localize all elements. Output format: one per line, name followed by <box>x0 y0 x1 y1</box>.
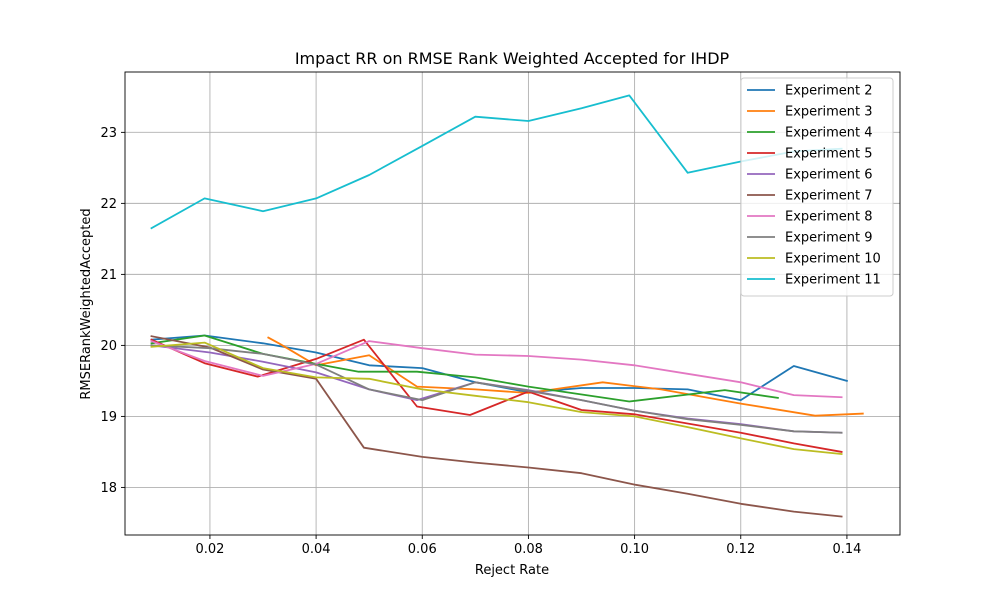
x-tick-label: 0.08 <box>514 542 543 557</box>
legend: Experiment 2 Experiment 3 Experiment 4 Expe… <box>740 77 894 297</box>
y-tick-label: 22 <box>100 197 117 212</box>
legend-label-experiment-8: Experiment 8 <box>785 210 873 225</box>
x-tick-label: 0.02 <box>195 542 224 557</box>
chart-title: Impact RR on RMSE Rank Weighted Accepted… <box>295 49 730 68</box>
series-line-experiment-10 <box>150 341 843 455</box>
y-tick-label: 19 <box>100 410 117 425</box>
legend-label-experiment-5: Experiment 5 <box>785 147 873 162</box>
series-line-experiment-11 <box>150 94 843 230</box>
series-line-experiment-4 <box>150 334 779 403</box>
plot-frame <box>124 71 901 536</box>
series-line-experiment-9 <box>150 344 843 434</box>
x-tick-label: 0.06 <box>408 542 437 557</box>
legend-label-experiment-7: Experiment 7 <box>785 189 873 204</box>
y-axis: 18 19 20 21 22 23 <box>100 126 125 496</box>
y-tick-label: 21 <box>100 268 117 283</box>
legend-label-experiment-3: Experiment 3 <box>785 105 873 120</box>
plot-lines <box>150 94 864 518</box>
legend-label-experiment-4: Experiment 4 <box>785 126 873 141</box>
x-tick-label: 0.14 <box>832 542 861 557</box>
y-tick-label: 18 <box>100 481 117 496</box>
y-tick-label: 23 <box>100 126 117 141</box>
legend-label-experiment-11: Experiment 11 <box>785 273 881 288</box>
legend-box <box>740 77 894 297</box>
x-tick-label: 0.04 <box>302 542 331 557</box>
x-tick-label: 0.12 <box>726 542 755 557</box>
legend-label-experiment-6: Experiment 6 <box>785 168 873 183</box>
x-axis-label: Reject Rate <box>475 563 549 578</box>
y-tick-label: 20 <box>100 339 117 354</box>
x-tick-label: 0.10 <box>620 542 649 557</box>
legend-label-experiment-9: Experiment 9 <box>785 231 873 246</box>
series-line-experiment-8 <box>150 339 843 399</box>
legend-label-experiment-10: Experiment 10 <box>785 252 881 267</box>
x-axis: 0.02 0.04 0.06 0.08 0.10 0.12 0.14 <box>195 535 861 557</box>
series-line-experiment-5 <box>150 338 843 453</box>
series-line-experiment-7 <box>150 335 843 518</box>
legend-label-experiment-2: Experiment 2 <box>785 84 873 99</box>
y-axis-label: RMSERankWeightedAccepted <box>79 208 94 399</box>
